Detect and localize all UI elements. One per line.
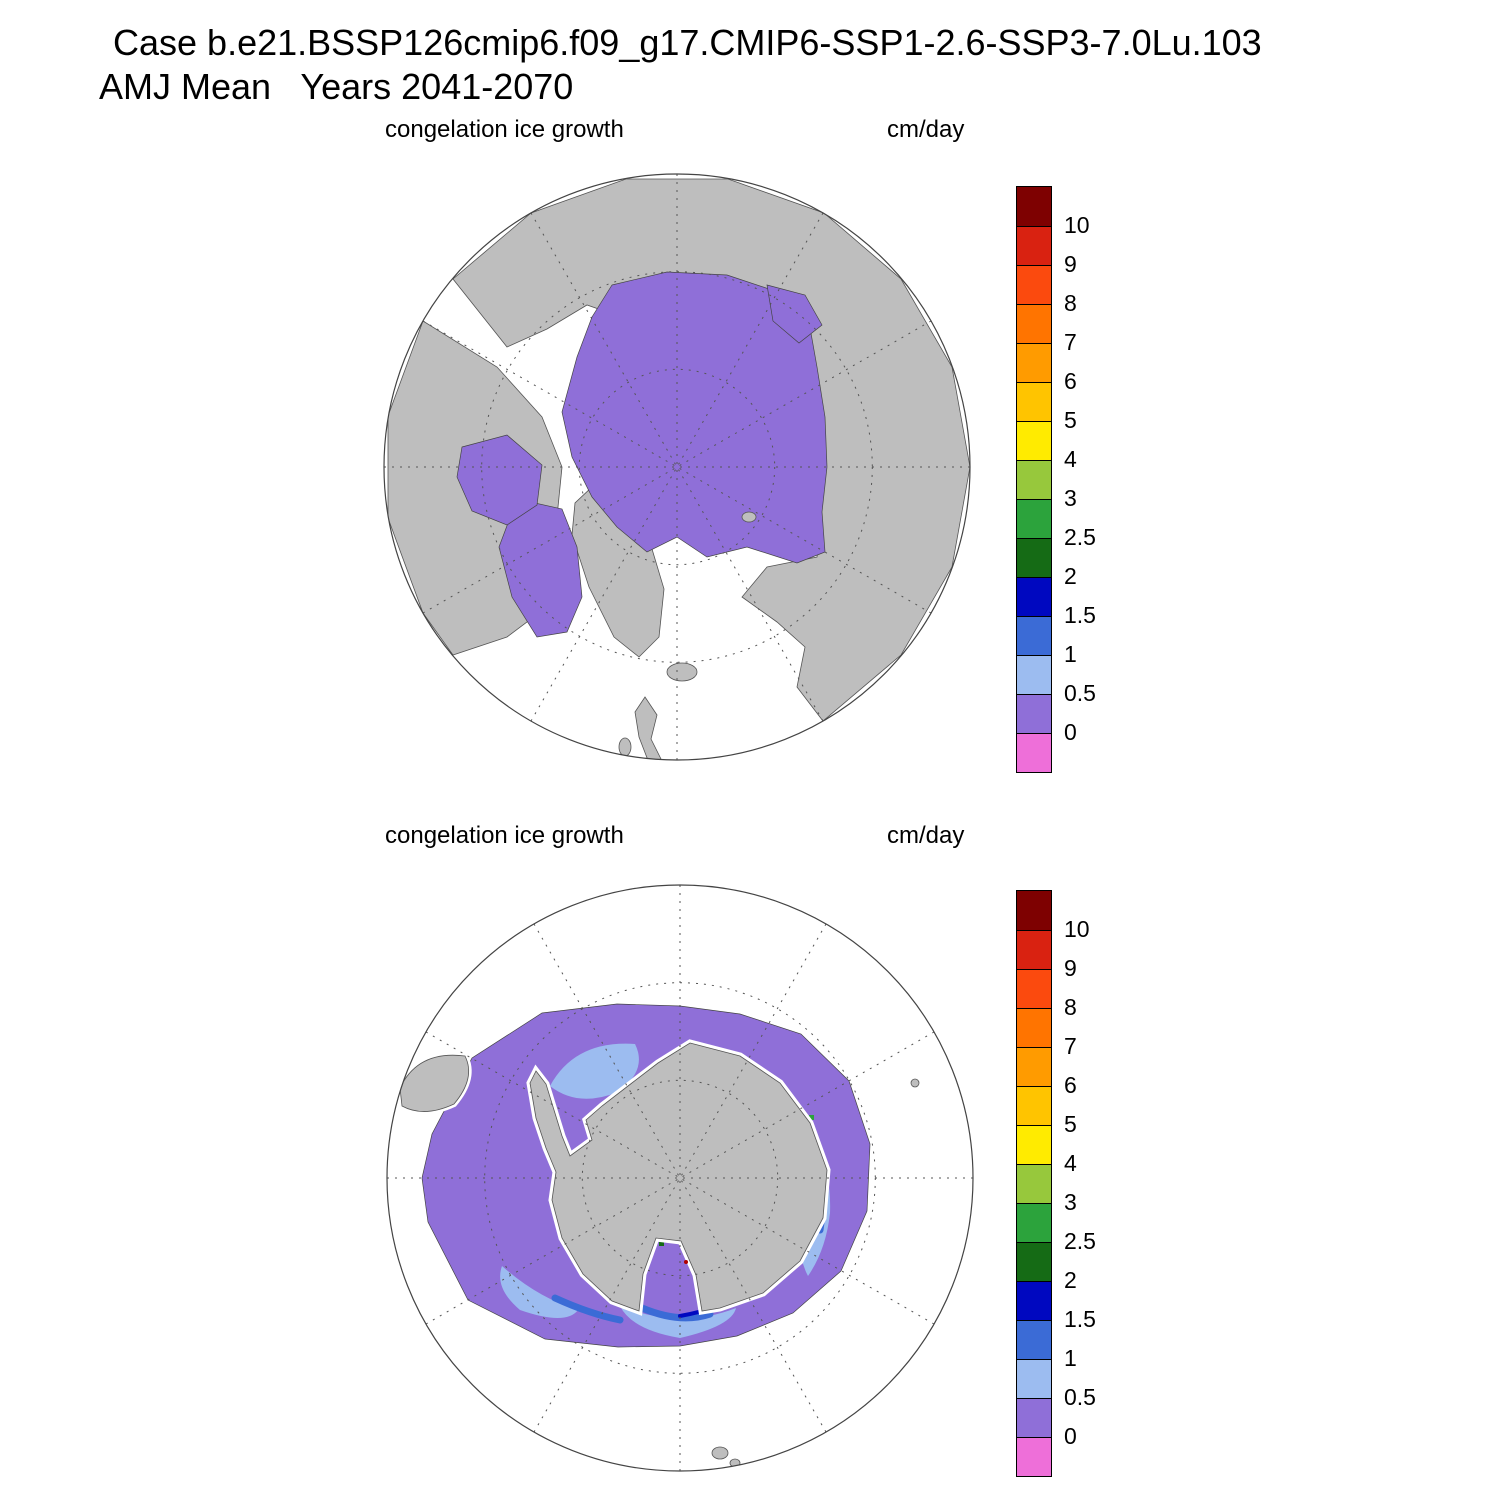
colorbar-swatch <box>1017 1047 1051 1086</box>
colorbar-tick-label: 5 <box>1064 407 1077 433</box>
panel2-variable-label: congelation ice growth <box>385 822 624 849</box>
colorbar-swatch <box>1017 1437 1051 1476</box>
colorbar-tick-label: 2.5 <box>1064 1228 1096 1254</box>
colorbar-tick-label: 3 <box>1064 485 1077 511</box>
colorbar-swatch <box>1017 1320 1051 1359</box>
panel2-units-label: cm/day <box>887 822 965 849</box>
colorbar-tick-label: 6 <box>1064 1072 1077 1098</box>
north-land-svalbard <box>741 511 757 523</box>
south-land-island-bottom <box>711 1446 729 1460</box>
colorbar-tick-label: 0 <box>1064 719 1077 745</box>
colorbar-tick-label: 9 <box>1064 251 1077 277</box>
south-ice-band-weddell <box>550 1043 639 1099</box>
colorbar-tick-label: 0.5 <box>1064 680 1096 706</box>
colorbar-swatch <box>1017 1203 1051 1242</box>
colorbar-swatches <box>1016 890 1052 1477</box>
colorbar-swatches <box>1016 186 1052 773</box>
colorbar-tick-label: 8 <box>1064 290 1077 316</box>
colorbar-tick-label: 1 <box>1064 641 1077 667</box>
south-land-island-east <box>910 1078 920 1088</box>
colorbar-swatch <box>1017 460 1051 499</box>
south-red-speck <box>684 1260 688 1264</box>
colorbar-swatch <box>1017 1125 1051 1164</box>
colorbar-swatch <box>1017 733 1051 772</box>
colorbar-tick-label: 4 <box>1064 1150 1077 1176</box>
colorbar-tick-label: 9 <box>1064 955 1077 981</box>
colorbar-tick-label: 4 <box>1064 446 1077 472</box>
north-polar-map <box>383 173 971 761</box>
colorbar-swatch <box>1017 265 1051 304</box>
panel1-units-label: cm/day <box>887 116 965 143</box>
colorbar-swatch <box>1017 969 1051 1008</box>
colorbar-tick-label: 6 <box>1064 368 1077 394</box>
south-ice-band-ross <box>620 1306 736 1338</box>
colorbar-swatch <box>1017 1398 1051 1437</box>
colorbar-tick-label: 10 <box>1064 916 1090 942</box>
colorbar-tick-label: 2.5 <box>1064 524 1096 550</box>
figure-title-period: AMJ Mean Years 2041-2070 <box>99 66 574 107</box>
colorbar-swatch <box>1017 304 1051 343</box>
north-land-ireland <box>618 737 632 757</box>
colorbar-tick-label: 5 <box>1064 1111 1077 1137</box>
colorbar-swatch <box>1017 616 1051 655</box>
colorbar-swatch <box>1017 187 1051 226</box>
south-land-antarctica <box>529 1042 828 1312</box>
colorbar-swatch <box>1017 577 1051 616</box>
figure-title-case: Case b.e21.BSSP126cmip6.f09_g17.CMIP6-SS… <box>113 22 1262 63</box>
south-ice-band-west <box>500 1266 578 1318</box>
colorbar-tick-label: 0 <box>1064 1423 1077 1449</box>
colorbar-swatch <box>1017 1281 1051 1320</box>
colorbar-tick-label: 7 <box>1064 1033 1077 1059</box>
colorbar-swatch <box>1017 1086 1051 1125</box>
south-ice-darkgreen-speck <box>659 1241 664 1246</box>
north-land-british-isles <box>634 696 662 760</box>
colorbar-swatch <box>1017 694 1051 733</box>
colorbar-labels: 10 9 8 7 6 5 4 3 2.5 2 1.5 1 0.5 0 <box>1064 206 1096 752</box>
north-graticule <box>384 174 970 760</box>
colorbar-swatch <box>1017 382 1051 421</box>
colorbar-tick-label: 2 <box>1064 1267 1077 1293</box>
south-polar-map <box>386 884 974 1472</box>
colorbar-swatch <box>1017 930 1051 969</box>
north-land-iceland <box>666 662 698 682</box>
colorbar-tick-label: 1.5 <box>1064 602 1096 628</box>
colorbar-tick-label: 0.5 <box>1064 1384 1096 1410</box>
colorbar-swatch <box>1017 421 1051 460</box>
colorbar-tick-label: 2 <box>1064 563 1077 589</box>
colorbar-swatch <box>1017 1359 1051 1398</box>
south-map-boundary <box>386 884 974 1472</box>
colorbar-tick-label: 1 <box>1064 1345 1077 1371</box>
colorbar-tick-label: 1.5 <box>1064 1306 1096 1332</box>
south-ice-green-speck-east <box>809 1115 814 1120</box>
colorbar-swatch <box>1017 1164 1051 1203</box>
colorbar-tick-label: 10 <box>1064 212 1090 238</box>
colorbar-swatch <box>1017 655 1051 694</box>
colorbar-swatch <box>1017 1008 1051 1047</box>
colorbar-tick-label: 8 <box>1064 994 1077 1020</box>
north-ice-baffin-bay <box>498 498 583 638</box>
colorbar-swatch <box>1017 891 1051 930</box>
colorbar-swatch <box>1017 499 1051 538</box>
south-land-south-america-tip <box>399 1054 470 1112</box>
panel1-variable-label: congelation ice growth <box>385 116 624 143</box>
south-graticule <box>387 885 973 1471</box>
colorbar-swatch <box>1017 538 1051 577</box>
colorbar-tick-label: 3 <box>1064 1189 1077 1215</box>
colorbar-swatch <box>1017 343 1051 382</box>
north-ice-hudson-bay <box>456 434 543 526</box>
colorbar-tick-label: 7 <box>1064 329 1077 355</box>
north-ice-kara-sea <box>766 284 823 344</box>
north-map-boundary <box>383 173 971 761</box>
colorbar-labels: 10 9 8 7 6 5 4 3 2.5 2 1.5 1 0.5 0 <box>1064 910 1096 1456</box>
colorbar-swatch <box>1017 226 1051 265</box>
colorbar-swatch <box>1017 1242 1051 1281</box>
